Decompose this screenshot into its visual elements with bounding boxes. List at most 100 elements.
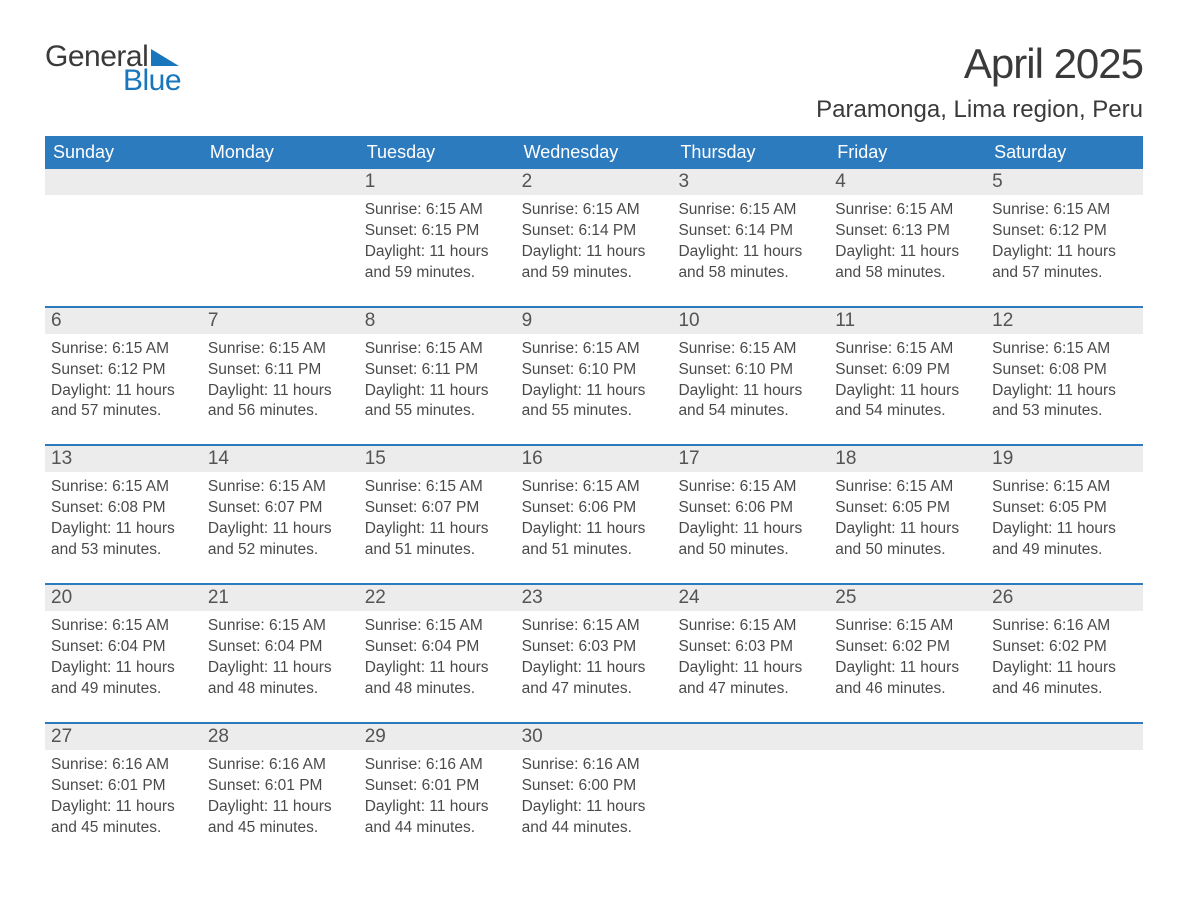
day-line: and 46 minutes. <box>992 679 1137 700</box>
day-number-row: 20212223242526 <box>45 583 1143 611</box>
day-line: Sunrise: 6:15 AM <box>51 339 196 360</box>
day-cell <box>672 750 829 839</box>
day-line: Daylight: 11 hours <box>365 242 510 263</box>
logo-word2: Blue <box>123 64 181 98</box>
day-content-row: Sunrise: 6:15 AMSunset: 6:08 PMDaylight:… <box>45 472 1143 561</box>
day-cell: Sunrise: 6:15 AMSunset: 6:14 PMDaylight:… <box>516 195 673 284</box>
day-number: 20 <box>45 583 202 611</box>
day-line: Sunset: 6:02 PM <box>835 637 980 658</box>
day-line: Daylight: 11 hours <box>678 242 823 263</box>
day-line: Daylight: 11 hours <box>835 519 980 540</box>
day-line: and 44 minutes. <box>365 818 510 839</box>
day-line: Sunrise: 6:15 AM <box>51 616 196 637</box>
day-cell: Sunrise: 6:15 AMSunset: 6:08 PMDaylight:… <box>45 472 202 561</box>
day-line: Sunrise: 6:15 AM <box>51 477 196 498</box>
day-line: Daylight: 11 hours <box>208 381 353 402</box>
weekday-header: Sunday <box>45 136 202 169</box>
day-line: and 54 minutes. <box>835 401 980 422</box>
day-line: Daylight: 11 hours <box>51 381 196 402</box>
day-line: Sunset: 6:07 PM <box>208 498 353 519</box>
week-block: 20212223242526Sunrise: 6:15 AMSunset: 6:… <box>45 583 1143 700</box>
day-line: and 44 minutes. <box>522 818 667 839</box>
day-line: Sunset: 6:11 PM <box>365 360 510 381</box>
day-line: Daylight: 11 hours <box>835 381 980 402</box>
day-line: and 45 minutes. <box>208 818 353 839</box>
day-cell: Sunrise: 6:15 AMSunset: 6:10 PMDaylight:… <box>516 334 673 423</box>
day-cell: Sunrise: 6:15 AMSunset: 6:03 PMDaylight:… <box>672 611 829 700</box>
day-number: 23 <box>516 583 673 611</box>
day-number <box>45 169 202 195</box>
day-line: Daylight: 11 hours <box>835 658 980 679</box>
day-number-row: 12345 <box>45 169 1143 195</box>
day-number: 11 <box>829 306 986 334</box>
day-line: and 45 minutes. <box>51 818 196 839</box>
day-number: 1 <box>359 169 516 195</box>
day-line: Sunset: 6:06 PM <box>678 498 823 519</box>
day-line: Sunrise: 6:15 AM <box>992 477 1137 498</box>
weekday-header: Friday <box>829 136 986 169</box>
day-cell: Sunrise: 6:15 AMSunset: 6:06 PMDaylight:… <box>672 472 829 561</box>
day-cell: Sunrise: 6:15 AMSunset: 6:12 PMDaylight:… <box>986 195 1143 284</box>
day-line: Sunset: 6:08 PM <box>992 360 1137 381</box>
day-line: Sunrise: 6:15 AM <box>365 477 510 498</box>
day-number: 15 <box>359 444 516 472</box>
day-content-row: Sunrise: 6:15 AMSunset: 6:12 PMDaylight:… <box>45 334 1143 423</box>
day-line: Sunset: 6:02 PM <box>992 637 1137 658</box>
day-cell: Sunrise: 6:15 AMSunset: 6:09 PMDaylight:… <box>829 334 986 423</box>
day-line: Sunset: 6:08 PM <box>51 498 196 519</box>
day-line: Sunrise: 6:16 AM <box>208 755 353 776</box>
day-line: and 49 minutes. <box>51 679 196 700</box>
day-line: and 48 minutes. <box>208 679 353 700</box>
weekday-header: Monday <box>202 136 359 169</box>
day-line: Daylight: 11 hours <box>51 797 196 818</box>
day-line: Sunrise: 6:15 AM <box>678 339 823 360</box>
calendar: Sunday Monday Tuesday Wednesday Thursday… <box>45 136 1143 838</box>
day-cell <box>202 195 359 284</box>
day-line: Sunrise: 6:15 AM <box>522 339 667 360</box>
day-line: Daylight: 11 hours <box>522 519 667 540</box>
day-line: Daylight: 11 hours <box>992 381 1137 402</box>
day-line: Daylight: 11 hours <box>678 658 823 679</box>
weekday-header: Thursday <box>672 136 829 169</box>
day-number: 30 <box>516 722 673 750</box>
day-number: 3 <box>672 169 829 195</box>
weeks-container: 12345Sunrise: 6:15 AMSunset: 6:15 PMDayl… <box>45 169 1143 838</box>
day-line: Sunrise: 6:15 AM <box>365 616 510 637</box>
day-line: Sunset: 6:06 PM <box>522 498 667 519</box>
day-line: Sunset: 6:04 PM <box>51 637 196 658</box>
day-number: 10 <box>672 306 829 334</box>
day-line: Sunset: 6:10 PM <box>522 360 667 381</box>
day-number: 28 <box>202 722 359 750</box>
day-line: Sunrise: 6:15 AM <box>208 477 353 498</box>
day-line: Daylight: 11 hours <box>208 797 353 818</box>
day-line: Sunrise: 6:15 AM <box>678 616 823 637</box>
day-line: and 50 minutes. <box>835 540 980 561</box>
day-number: 6 <box>45 306 202 334</box>
day-line: Daylight: 11 hours <box>992 658 1137 679</box>
day-number: 29 <box>359 722 516 750</box>
day-line: Sunrise: 6:15 AM <box>522 200 667 221</box>
day-cell: Sunrise: 6:15 AMSunset: 6:06 PMDaylight:… <box>516 472 673 561</box>
day-cell: Sunrise: 6:15 AMSunset: 6:07 PMDaylight:… <box>359 472 516 561</box>
day-line: and 58 minutes. <box>835 263 980 284</box>
day-number: 14 <box>202 444 359 472</box>
day-line: and 47 minutes. <box>678 679 823 700</box>
day-line: and 51 minutes. <box>365 540 510 561</box>
day-cell: Sunrise: 6:15 AMSunset: 6:13 PMDaylight:… <box>829 195 986 284</box>
day-number: 27 <box>45 722 202 750</box>
day-line: Sunrise: 6:15 AM <box>992 339 1137 360</box>
day-line: Sunset: 6:07 PM <box>365 498 510 519</box>
day-line: and 55 minutes. <box>522 401 667 422</box>
day-cell: Sunrise: 6:16 AMSunset: 6:02 PMDaylight:… <box>986 611 1143 700</box>
day-line: Sunset: 6:03 PM <box>678 637 823 658</box>
title-block: April 2025 Paramonga, Lima region, Peru <box>816 40 1143 124</box>
day-cell <box>986 750 1143 839</box>
day-line: Sunrise: 6:15 AM <box>522 477 667 498</box>
day-cell: Sunrise: 6:15 AMSunset: 6:14 PMDaylight:… <box>672 195 829 284</box>
day-line: Daylight: 11 hours <box>992 242 1137 263</box>
day-line: Daylight: 11 hours <box>522 797 667 818</box>
day-number: 8 <box>359 306 516 334</box>
day-cell: Sunrise: 6:15 AMSunset: 6:04 PMDaylight:… <box>359 611 516 700</box>
day-line: and 58 minutes. <box>678 263 823 284</box>
day-line: Daylight: 11 hours <box>678 519 823 540</box>
